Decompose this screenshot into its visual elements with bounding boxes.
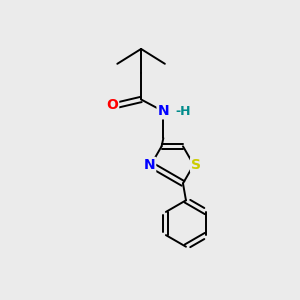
Text: S: S xyxy=(191,158,201,172)
Text: -H: -H xyxy=(176,105,191,118)
Text: N: N xyxy=(144,158,155,172)
Text: N: N xyxy=(158,104,169,118)
Text: O: O xyxy=(106,98,118,112)
